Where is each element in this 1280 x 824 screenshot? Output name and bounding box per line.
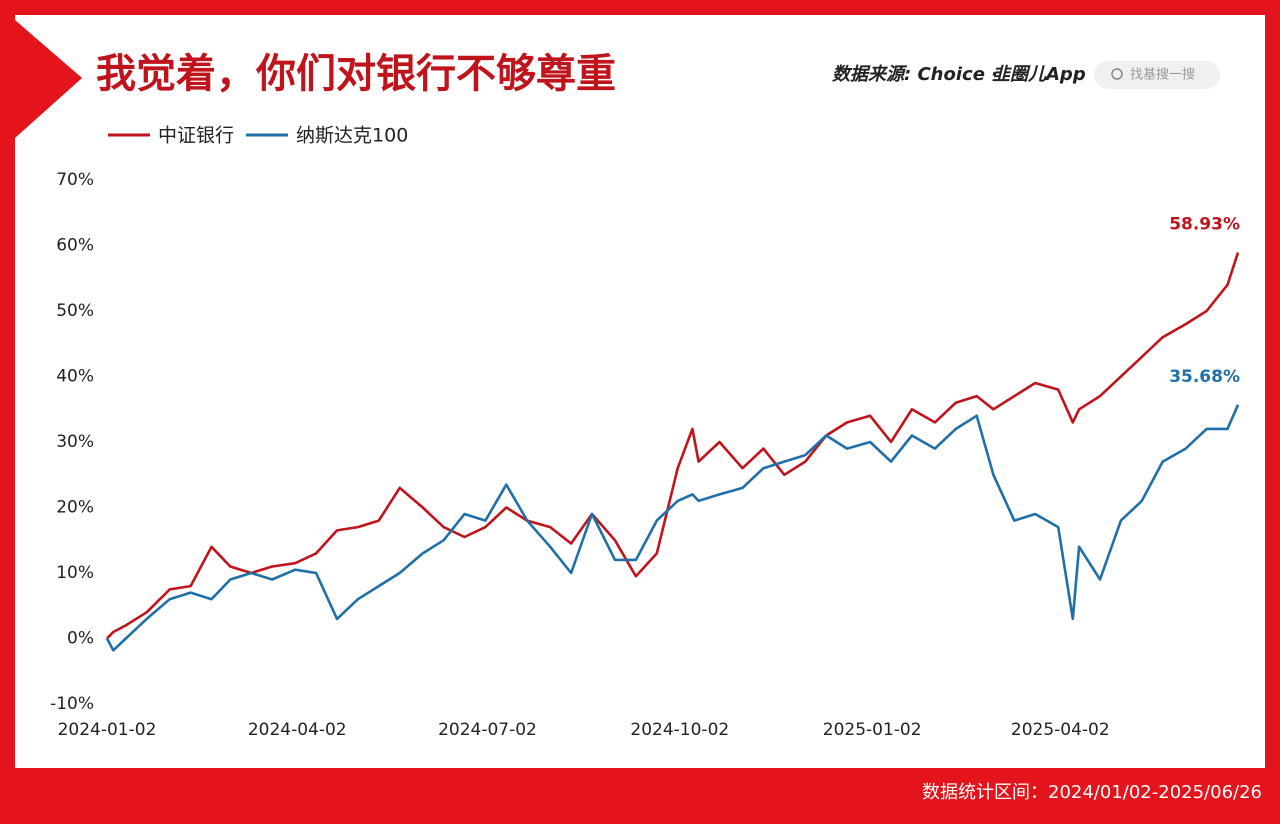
- y-tick-label: 50%: [56, 301, 94, 321]
- y-tick-label: 30%: [56, 432, 94, 452]
- x-tick-label: 2025-01-02: [823, 720, 922, 740]
- y-tick-label: 40%: [56, 367, 94, 387]
- footer: 数据统计区间：2024/01/02-2025/06/26: [922, 782, 1262, 803]
- x-tick-label: 2024-07-02: [438, 720, 537, 740]
- source: 数据来源: Choice ·: [832, 64, 998, 85]
- chart-title: 我觉着，你们对银行不够尊重: [96, 51, 616, 97]
- series-line: [106, 252, 1240, 640]
- y-tick-label: -10%: [50, 694, 94, 714]
- value-label: 58.93%: [1169, 215, 1240, 235]
- title-chevron: [15, 20, 82, 138]
- search-icon: [1111, 68, 1123, 80]
- y-tick-label: 10%: [56, 563, 94, 583]
- y-tick-label: 0%: [67, 629, 94, 649]
- x-tick-label: 2024-10-02: [630, 720, 729, 740]
- series-line: [105, 404, 1240, 652]
- y-tick-label: 60%: [56, 236, 94, 256]
- panel: [15, 15, 1265, 768]
- x-tick-label: 2025-04-02: [1011, 720, 1110, 740]
- y-tick-label: 20%: [56, 498, 94, 518]
- legend-label: 纳斯达克100: [296, 125, 408, 147]
- legend-label: 中证银行: [158, 125, 234, 147]
- x-tick-label: 2024-01-02: [58, 720, 157, 740]
- brand: 韭圈儿App: [992, 64, 1086, 85]
- value-label: 35.68%: [1169, 367, 1240, 387]
- y-tick-label: 70%: [56, 170, 94, 190]
- search-placeholder[interactable]: 找基搜一搜: [1130, 68, 1195, 83]
- x-tick-label: 2024-04-02: [248, 720, 347, 740]
- search-box[interactable]: [1094, 61, 1220, 89]
